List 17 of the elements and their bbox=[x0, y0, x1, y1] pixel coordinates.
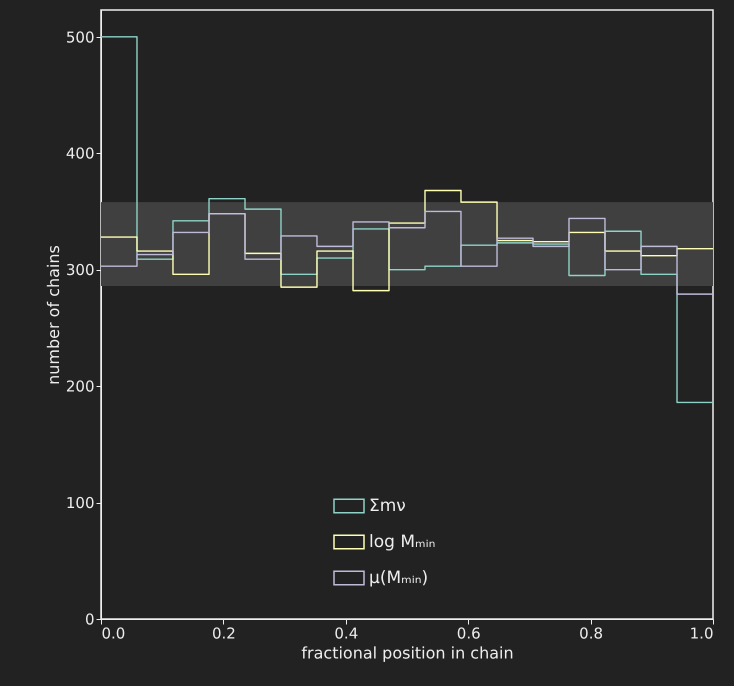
y-tick-label: 500 bbox=[66, 28, 94, 46]
y-tick-label: 400 bbox=[66, 144, 94, 163]
legend-label: Σmν bbox=[369, 496, 406, 516]
y-tick-label: 300 bbox=[66, 261, 94, 280]
x-tick-label: 0.2 bbox=[212, 624, 236, 642]
y-tick-label: 100 bbox=[66, 494, 94, 512]
x-tick-label: 0.0 bbox=[102, 624, 126, 642]
x-tick-label: 0.8 bbox=[579, 624, 604, 642]
legend-label: log Mₘᵢₙ bbox=[369, 532, 436, 552]
legend-label: μ(Mₘᵢₙ) bbox=[369, 568, 428, 588]
x-axis-title: fractional position in chain bbox=[301, 644, 514, 662]
y-axis-title: number of chains bbox=[44, 245, 63, 385]
y-tick-label: 200 bbox=[66, 378, 94, 396]
x-tick-label: 0.4 bbox=[334, 624, 358, 642]
y-tick-label: 0 bbox=[84, 610, 94, 628]
x-tick-label: 0.6 bbox=[456, 624, 481, 642]
x-tick-label: 1.0 bbox=[690, 624, 714, 642]
